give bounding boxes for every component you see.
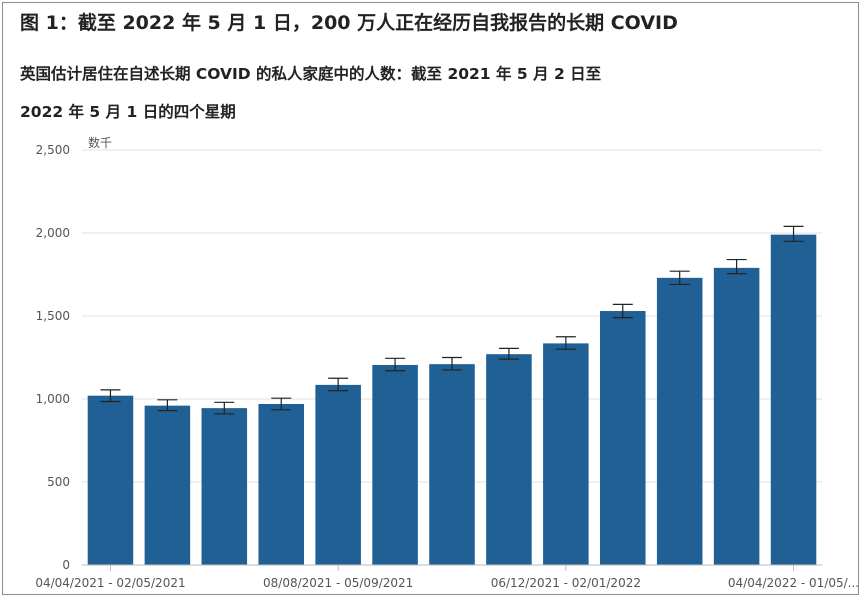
bar xyxy=(600,311,646,565)
y-tick-label: 0 xyxy=(62,558,70,572)
bar xyxy=(87,395,134,565)
error-bar xyxy=(498,347,519,360)
error-bar xyxy=(442,356,462,371)
bar xyxy=(770,234,817,565)
bar xyxy=(315,384,361,565)
y-tick-label: 1,000 xyxy=(36,392,70,406)
error-bar xyxy=(726,258,747,275)
bars xyxy=(87,234,817,565)
y-axis: 0 500 1,000 1,500 2,000 2,500 xyxy=(36,143,70,572)
x-axis: 04/04/2021 - 02/05/2021 08/08/2021 - 05/0… xyxy=(35,565,859,590)
y-axis-label: 数千 xyxy=(88,135,112,150)
error-bars xyxy=(100,225,804,415)
x-tick-label: 04/04/2022 - 01/05/... xyxy=(728,576,859,590)
error-bar xyxy=(612,303,633,319)
bar xyxy=(201,408,248,565)
bar xyxy=(372,364,418,565)
figure-title: 图 1：截至 2022 年 5 月 1 日，200 万人正在经历自我报告的长期 … xyxy=(20,12,678,34)
error-bar xyxy=(214,401,235,415)
bar xyxy=(713,267,760,565)
error-bar xyxy=(669,270,690,286)
error-bar xyxy=(328,377,349,392)
figure-subtitle-line2: 2022 年 5 月 1 日的四个星期 xyxy=(20,103,236,121)
bar xyxy=(429,364,475,565)
x-tick-label: 06/12/2021 - 02/01/2022 xyxy=(491,576,641,590)
y-tick-label: 500 xyxy=(47,475,70,489)
y-tick-label: 2,500 xyxy=(36,143,70,157)
bar xyxy=(543,343,589,565)
error-bar xyxy=(157,399,178,412)
y-tick-label: 1,500 xyxy=(36,309,70,323)
x-tick-label: 04/04/2021 - 02/05/2021 xyxy=(35,576,185,590)
bar xyxy=(144,405,191,565)
figure-subtitle-line1: 英国估计居住在自述长期 COVID 的私人家庭中的人数：截至 2021 年 5 … xyxy=(20,65,602,83)
bar xyxy=(656,277,703,565)
y-tick-label: 2,000 xyxy=(36,226,70,240)
error-bar xyxy=(783,225,804,242)
bar xyxy=(258,403,304,565)
error-bar xyxy=(555,336,576,350)
error-bar xyxy=(385,357,406,372)
error-bar xyxy=(100,389,121,403)
bar xyxy=(486,354,532,565)
error-bar xyxy=(271,397,292,411)
x-tick-label: 08/08/2021 - 05/09/2021 xyxy=(263,576,413,590)
